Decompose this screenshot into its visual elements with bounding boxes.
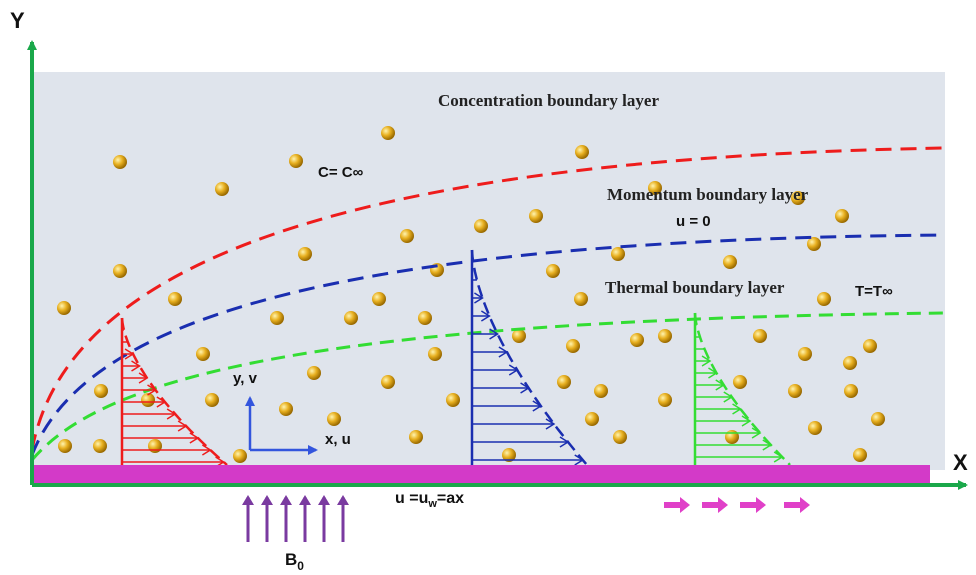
particle	[148, 439, 162, 453]
particle	[798, 347, 812, 361]
particle	[808, 421, 822, 435]
particle	[574, 292, 588, 306]
layer-condition: C= C∞	[318, 164, 364, 181]
particle	[205, 393, 219, 407]
particle	[613, 430, 627, 444]
particle	[215, 182, 229, 196]
particle	[381, 126, 395, 140]
particle	[93, 439, 107, 453]
particle	[113, 155, 127, 169]
particle	[863, 339, 877, 353]
layer-condition: T=T∞	[855, 283, 893, 300]
text: =ax	[437, 490, 464, 507]
particle	[94, 384, 108, 398]
wall-velocity: u =uw=ax	[395, 490, 464, 510]
particle	[566, 339, 580, 353]
layer-condition: u = 0	[676, 213, 711, 230]
coordinate-label: y, v	[233, 370, 258, 387]
particle	[835, 209, 849, 223]
layer-label: Concentration boundary layer	[438, 91, 659, 110]
particle	[381, 375, 395, 389]
particle	[611, 247, 625, 261]
sheet-motion-arrows	[664, 497, 810, 513]
motion-arrow	[702, 497, 728, 513]
particle	[512, 329, 526, 343]
particle	[733, 375, 747, 389]
y-axis-label: Y	[10, 8, 25, 33]
particle	[344, 311, 358, 325]
particle	[307, 366, 321, 380]
particle	[723, 255, 737, 269]
subscript: w	[427, 498, 437, 510]
particle	[327, 412, 341, 426]
particle	[843, 356, 857, 370]
particle	[196, 347, 210, 361]
particle	[428, 347, 442, 361]
particle	[418, 311, 432, 325]
text: B	[285, 550, 297, 569]
particle	[279, 402, 293, 416]
particle	[168, 292, 182, 306]
particle	[409, 430, 423, 444]
particle	[372, 292, 386, 306]
particle	[289, 154, 303, 168]
diagram: Y X Concentration boundary layer C= C∞ M…	[0, 0, 976, 575]
particle	[853, 448, 867, 462]
particle	[233, 449, 247, 463]
subscript: 0	[297, 559, 304, 573]
particle	[557, 375, 571, 389]
particle	[575, 145, 589, 159]
particle	[529, 209, 543, 223]
particle	[113, 264, 127, 278]
particle	[446, 393, 460, 407]
particle	[658, 329, 672, 343]
particle	[585, 412, 599, 426]
particle	[546, 264, 560, 278]
particle	[474, 219, 488, 233]
x-axis-label: X	[953, 450, 968, 475]
particle	[594, 384, 608, 398]
particle	[298, 247, 312, 261]
layer-label: Thermal boundary layer	[605, 278, 785, 297]
particle	[400, 229, 414, 243]
coordinate-label: x, u	[325, 431, 351, 448]
motion-arrow	[664, 497, 690, 513]
particle	[725, 430, 739, 444]
layer-label: Momentum boundary layer	[607, 185, 809, 204]
particle	[630, 333, 644, 347]
particle	[807, 237, 821, 251]
motion-arrow	[740, 497, 766, 513]
particle	[817, 292, 831, 306]
text: u =u	[395, 490, 428, 507]
motion-arrow	[784, 497, 810, 513]
particle	[658, 393, 672, 407]
particle	[270, 311, 284, 325]
particle	[871, 412, 885, 426]
particle	[844, 384, 858, 398]
particle	[57, 301, 71, 315]
magnetic-field-label: B0	[285, 550, 304, 573]
particle	[788, 384, 802, 398]
particle	[753, 329, 767, 343]
magnetic-field-arrows	[248, 497, 343, 542]
stretching-sheet	[32, 465, 930, 485]
particle	[58, 439, 72, 453]
